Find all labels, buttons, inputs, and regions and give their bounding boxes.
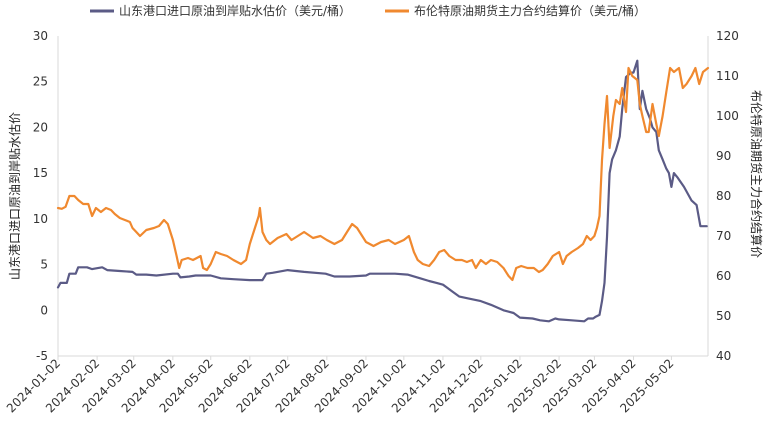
right-tick-label: 120 [716, 29, 739, 43]
right-tick-label: 40 [716, 349, 731, 363]
right-tick-label: 80 [716, 189, 731, 203]
right-axis-title: 布伦特原油期货主力合约结算价 [749, 90, 764, 258]
legend-label-series-2: 布伦特原油期货主力合约结算价（美元/桶） [414, 3, 646, 18]
right-tick-label: 110 [716, 69, 739, 83]
right-axis-ticks: 40 50 60 70 80 90 100 110 120 [716, 29, 739, 363]
left-axis-title: 山东港口进口原油到岸贴水估价 [8, 112, 22, 280]
series-layer [56, 59, 710, 323]
left-tick-label: 20 [33, 120, 48, 134]
series-line-1 [56, 59, 708, 323]
series-line-2 [56, 66, 710, 282]
legend: 山东港口进口原油到岸贴水估价（美元/桶） 布伦特原油期货主力合约结算价（美元/桶… [90, 3, 646, 18]
right-tick-label: 100 [716, 109, 739, 123]
right-tick-label: 70 [716, 229, 731, 243]
left-tick-label: 30 [33, 29, 48, 43]
right-tick-label: 50 [716, 309, 731, 323]
legend-label-series-1: 山东港口进口原油到岸贴水估价（美元/桶） [119, 3, 351, 18]
left-tick-label: 0 [40, 303, 48, 317]
x-axis-ticks: 2024-01-022024-02-022024-03-022024-04-02… [4, 356, 677, 415]
left-tick-label: 25 [33, 75, 48, 89]
right-tick-label: 90 [716, 149, 731, 163]
left-tick-label: -5 [36, 349, 48, 363]
left-tick-label: 15 [33, 166, 48, 180]
right-tick-label: 60 [716, 269, 731, 283]
left-tick-label: 10 [33, 212, 48, 226]
left-axis-ticks: -5 0 5 10 15 20 25 30 [33, 29, 48, 363]
left-tick-label: 5 [40, 258, 48, 272]
